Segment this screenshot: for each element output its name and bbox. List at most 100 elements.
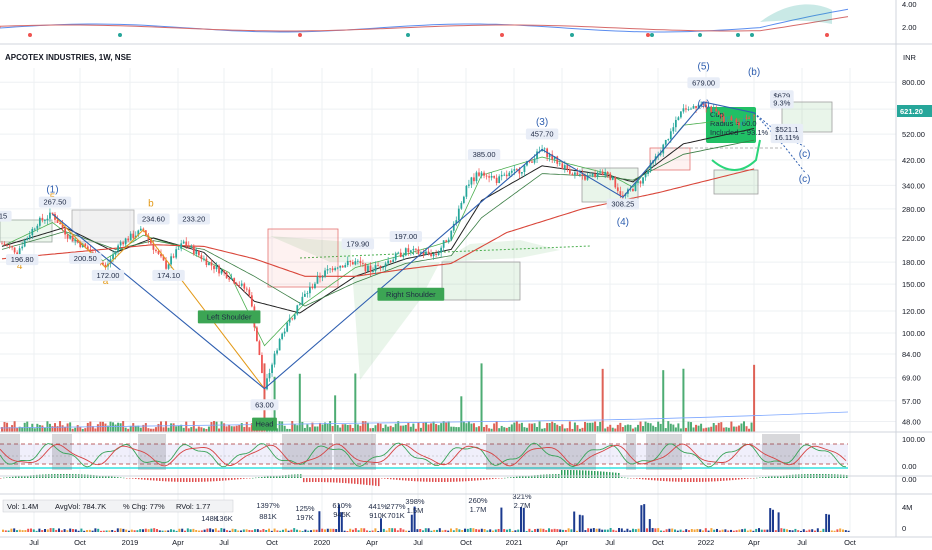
- volume-bar: [546, 422, 549, 432]
- volume-bar: [356, 424, 359, 432]
- hist-bar: [414, 478, 416, 482]
- pattern-box: [713, 169, 759, 195]
- candle-body: [500, 174, 503, 177]
- vol-pane-bar: [469, 528, 472, 532]
- volume-bar: [647, 422, 650, 432]
- vol-pane-bar: [727, 530, 730, 532]
- volume-bar: [288, 428, 291, 432]
- x-tick-label: Oct: [652, 538, 665, 547]
- candle-body: [402, 255, 405, 257]
- volume-bar: [91, 426, 94, 432]
- volume-bar: [233, 426, 236, 432]
- wave-label: (c): [799, 174, 811, 185]
- candle-body: [407, 248, 410, 253]
- vol-pane-bar: [830, 530, 833, 532]
- stats-bar: Vol: 1.4M AvgVol: 784.7K % Chg: 77% RVol…: [2, 499, 234, 513]
- volume-bar: [336, 425, 339, 432]
- candle-body: [596, 172, 599, 177]
- volume-bar: [518, 423, 521, 432]
- volume-bar: [548, 423, 551, 432]
- hist-bar: [408, 478, 410, 481]
- volume-bar: [697, 425, 700, 432]
- volume-bar: [306, 424, 309, 432]
- osc-zone: [762, 434, 800, 470]
- candle-body: [712, 108, 715, 113]
- volume-bar: [740, 423, 743, 432]
- candle-body: [672, 127, 675, 132]
- hist-bar: [582, 470, 584, 478]
- candle-body: [59, 222, 61, 225]
- vol-pane-bar: [114, 530, 116, 532]
- candle-body: [468, 184, 470, 186]
- volume-bar: [440, 423, 443, 432]
- vol-pane-bar: [511, 530, 514, 532]
- vol-pane-bar: [522, 507, 525, 532]
- price-tag: 63.00: [255, 400, 274, 409]
- volume-bar: [629, 424, 632, 432]
- vol-pane-bar: [228, 530, 231, 532]
- vol-pane-bar: [478, 529, 480, 532]
- volume-bar: [210, 422, 213, 432]
- hist-bar: [780, 475, 782, 478]
- volume-bar: [664, 428, 667, 432]
- volume-bar: [281, 421, 284, 432]
- osc-tick-label: 0.00: [902, 462, 917, 471]
- vol-pane-bar: [338, 504, 340, 532]
- candle-body: [44, 220, 46, 221]
- hist-bar: [330, 478, 332, 483]
- volume-bar: [369, 428, 372, 432]
- candle-body: [129, 233, 132, 241]
- volume-bar: [720, 422, 723, 432]
- volume-bar: [735, 426, 738, 432]
- candle-body: [286, 322, 289, 332]
- volume-tag: 398%: [405, 497, 425, 506]
- x-tick-label: Oct: [266, 538, 279, 547]
- vol-pane-bar: [147, 529, 150, 532]
- vol-pane-bar: [391, 528, 394, 532]
- hist-bar: [381, 478, 383, 479]
- volume-bar: [551, 421, 554, 432]
- vol-pane-bar: [60, 530, 63, 532]
- volume-bar: [427, 424, 430, 432]
- candle-body: [470, 177, 473, 185]
- volume-bar: [667, 421, 670, 432]
- volume-bar: [634, 427, 637, 432]
- hist-bar: [402, 478, 404, 481]
- hist-bar: [162, 478, 164, 482]
- hist-bar: [129, 478, 131, 479]
- vol-pane-bar: [69, 528, 72, 532]
- vol-pane-bar: [581, 515, 584, 532]
- x-tick-label: Apr: [556, 538, 568, 547]
- vol-pane-bar: [21, 530, 24, 532]
- volume-tag: 2.7M: [514, 501, 531, 510]
- volume-bar: [402, 425, 405, 432]
- candle-body: [170, 256, 172, 265]
- candle-body: [276, 350, 278, 354]
- candle-body: [331, 268, 334, 271]
- vol-pane-bar: [553, 528, 556, 532]
- volume-bar: [601, 368, 604, 432]
- candle-body: [291, 318, 294, 320]
- candle-body: [112, 254, 114, 260]
- volume-bar: [710, 426, 713, 432]
- volume-bar: [364, 421, 367, 432]
- candle-body: [316, 276, 319, 284]
- cup-info-text: Included = 93.1%: [710, 128, 769, 137]
- candle-body: [177, 248, 180, 250]
- vol-pane-bar: [444, 529, 447, 532]
- stat-vol: Vol: 1.4M: [7, 502, 38, 511]
- volume-bar: [536, 426, 539, 432]
- volume-bar: [614, 428, 617, 432]
- volume-bar: [672, 424, 675, 432]
- volume-bar: [609, 424, 612, 432]
- volume-bar: [705, 427, 708, 432]
- vol-pane-bar: [234, 529, 237, 532]
- signal-dot: [650, 33, 654, 37]
- vol-pane-bar: [648, 519, 651, 532]
- candle-body: [208, 262, 210, 266]
- pattern-label: Left Shoulder: [207, 312, 252, 321]
- vol-pane-bar: [486, 530, 489, 532]
- candle-body: [558, 163, 561, 165]
- vol-pane-bar: [91, 530, 94, 532]
